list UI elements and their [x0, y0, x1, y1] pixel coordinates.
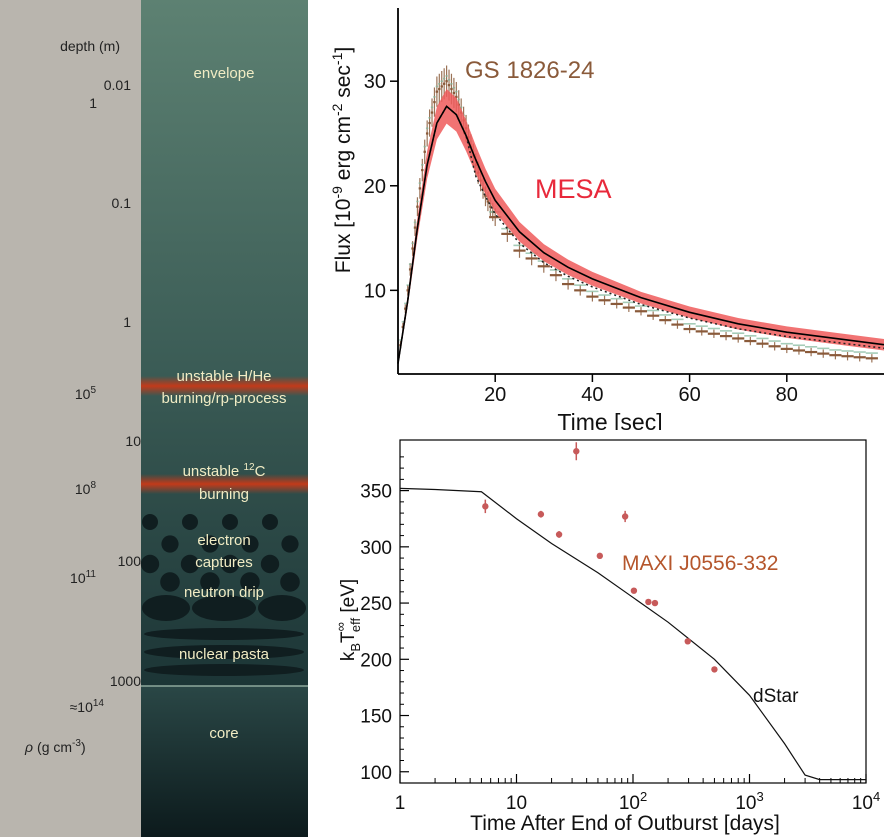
density-label-1e8: 108 — [75, 480, 97, 497]
maxi-data-point — [555, 531, 563, 538]
electron-dot — [240, 572, 260, 592]
maxi-data-point — [573, 448, 580, 455]
lightcurve-plot-area — [397, 65, 884, 367]
layer-nuclear-pasta: nuclear pasta — [179, 646, 270, 663]
maxi-data-point — [596, 552, 604, 560]
top-y-tick-label: 10 — [364, 280, 386, 302]
bottom-axis-ticks: 1 10 102 103 104 100 150 200 250 300 350 — [360, 456, 880, 814]
neutron-star-crust-diagram: depth (m) 0.01 0.1 1 10 100 1000 1 105 1… — [0, 0, 308, 837]
electron-dot — [142, 514, 158, 530]
hhe-burning-band — [141, 376, 308, 396]
cooling-plot-area — [399, 442, 866, 781]
electron-dot — [161, 535, 179, 553]
bottom-x-axis-label: Time After End of Outburst [days] — [470, 812, 780, 835]
top-x-tick-label: 40 — [581, 384, 603, 406]
electron-dot — [281, 535, 299, 553]
maxi-data-point — [645, 598, 652, 606]
electron-dot — [140, 554, 160, 574]
maxi-data-point — [711, 666, 718, 673]
bottom-y-tick-label: 150 — [360, 707, 392, 728]
neutron-drip-blob — [192, 595, 256, 621]
bottom-y-tick-label: 250 — [360, 594, 392, 615]
annotation-dstar: dStar — [753, 686, 799, 707]
maxi-data-point — [482, 503, 489, 510]
top-x-tick-label: 60 — [678, 384, 700, 406]
electron-dot — [262, 514, 278, 530]
electron-dot — [241, 535, 259, 553]
layer-carbon-line1: unstable 12C — [183, 462, 266, 480]
mesa-mean-line — [397, 105, 884, 364]
maxi-data-point — [684, 638, 691, 645]
electron-dot — [222, 514, 238, 530]
depth-label-001: 0.01 — [104, 77, 131, 93]
nuclear-pasta-slab — [144, 628, 304, 640]
nuclear-pasta-slab — [144, 645, 304, 659]
core-region — [141, 686, 308, 837]
annotation-mesa: MESA — [535, 174, 612, 204]
maxi-data-point — [630, 587, 638, 594]
electron-dot — [280, 572, 300, 592]
maxi-data-point — [537, 511, 545, 518]
neutron-drip-blob — [258, 595, 306, 621]
layer-core: core — [209, 725, 238, 742]
density-label-1: 1 — [89, 95, 97, 111]
layer-neutron-drip: neutron drip — [184, 584, 264, 601]
cooling-curve-chart: 1 10 102 103 104 100 150 200 250 300 350 Time Afte… — [333, 439, 880, 835]
layer-carbon-line2: burning — [199, 486, 249, 503]
bottom-x-tick-label: 1 — [395, 793, 406, 814]
crust-diagram-svg: depth (m) 0.01 0.1 1 10 100 1000 1 105 1… — [0, 0, 308, 837]
layer-hhe-line1: unstable H/He — [176, 368, 271, 385]
annotation-gs1826: GS 1826-24 — [465, 57, 594, 84]
neutron-drip-blob — [142, 595, 190, 621]
top-x-axis-label: Time [sec] — [557, 409, 662, 430]
density-label-1e14: ≈1014 — [70, 698, 105, 715]
electron-dot — [200, 572, 220, 592]
layer-envelope: envelope — [194, 65, 255, 82]
annotation-maxi: MAXI J0556-332 — [622, 552, 778, 575]
bottom-x-tick-label: 103 — [735, 789, 763, 814]
depth-label-100: 100 — [118, 553, 142, 569]
maxi-data-point — [621, 513, 629, 520]
bottom-y-axis-label: kBT∞eff [eV] — [333, 579, 363, 661]
electron-dot — [260, 554, 280, 574]
dstar-model-curve — [399, 487, 866, 781]
mesa-model-band — [398, 88, 884, 367]
top-y-axis-label: Flux [10-9 erg cm-2 sec-1] — [330, 47, 355, 273]
density-label-1e11: 1011 — [70, 569, 96, 586]
bottom-y-tick-label: 200 — [360, 650, 392, 671]
bottom-x-tick-label: 104 — [852, 789, 880, 814]
nuclear-pasta-shapes — [142, 595, 306, 676]
top-axis-ticks: 20 40 60 80 10 20 30 — [364, 71, 798, 406]
density-label-1e5: 105 — [75, 385, 97, 402]
top-x-tick-label: 80 — [776, 384, 798, 406]
depth-label-1: 1 — [123, 314, 131, 330]
bottom-y-tick-label: 300 — [360, 538, 392, 559]
depth-label-10: 10 — [125, 433, 141, 449]
depth-label-1000: 1000 — [110, 673, 141, 689]
density-header: ρ (g cm-3) — [24, 738, 86, 755]
bottom-y-tick-label: 100 — [360, 763, 392, 784]
depth-label-01: 0.1 — [112, 195, 132, 211]
bottom-y-tick-label: 350 — [360, 482, 392, 503]
electron-capture-dots — [140, 514, 300, 592]
bottom-x-tick-label: 10 — [506, 793, 527, 814]
electron-dot — [182, 514, 198, 530]
layer-electron-line1: electron — [197, 532, 250, 549]
top-y-tick-label: 20 — [364, 176, 386, 198]
carbon-burning-band — [141, 474, 308, 494]
top-x-tick-label: 20 — [484, 384, 506, 406]
maxi-data-point — [651, 599, 659, 607]
nuclear-pasta-slab — [144, 664, 304, 676]
top-y-tick-label: 30 — [364, 71, 386, 93]
lightcurve-chart: 20 40 60 80 10 20 30 Time [sec] Flux [10-9 erg… — [330, 8, 884, 430]
electron-dot — [220, 554, 240, 574]
depth-scale-bar — [0, 0, 141, 837]
electron-dot — [201, 535, 219, 553]
layer-hhe-line2: burning/rp-process — [161, 390, 286, 407]
electron-dot — [160, 572, 180, 592]
depth-header: depth (m) — [60, 38, 120, 54]
electron-dot — [180, 554, 200, 574]
bottom-x-tick-label: 102 — [619, 789, 647, 814]
layer-electron-line2: captures — [195, 554, 253, 571]
